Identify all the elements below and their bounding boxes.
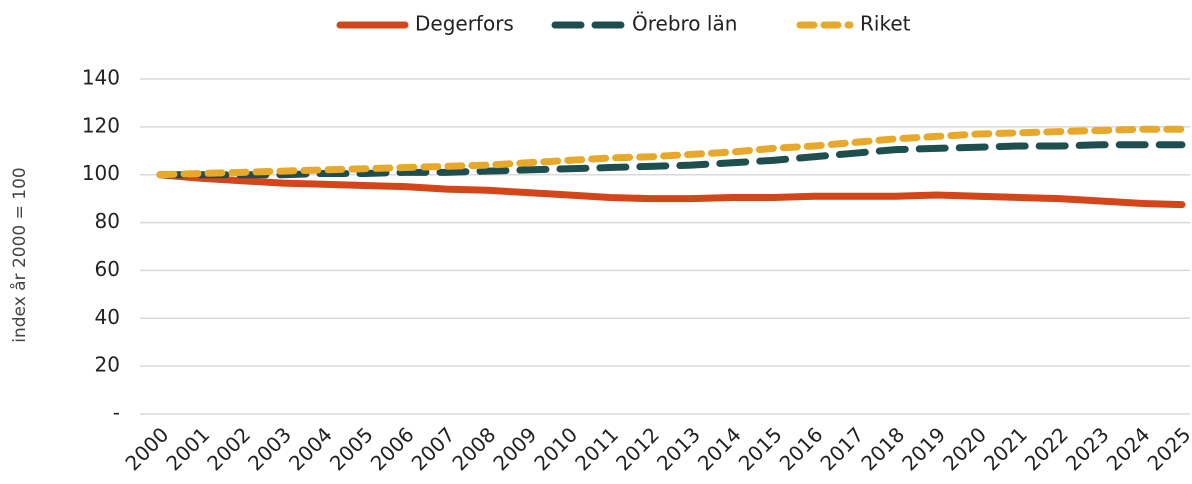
x-tick-label: 2021 bbox=[979, 422, 1032, 475]
data-line bbox=[156, 141, 1186, 179]
x-tick-label: 2000 bbox=[120, 422, 173, 475]
legend-label: Degerfors bbox=[415, 12, 514, 36]
y-tick-label: 20 bbox=[95, 353, 120, 377]
x-tick-label: 2023 bbox=[1061, 422, 1114, 475]
y-tick-label: 140 bbox=[82, 66, 120, 90]
x-tick-label: 2001 bbox=[161, 422, 214, 475]
y-tick-label: 60 bbox=[95, 257, 120, 281]
x-tick-label: 2017 bbox=[815, 422, 868, 475]
x-tick-label: 2011 bbox=[570, 422, 623, 475]
x-tick-label: 2005 bbox=[325, 422, 378, 475]
x-tick-label: 2006 bbox=[366, 422, 419, 475]
x-tick-label: 2024 bbox=[1102, 422, 1155, 475]
y-tick-label: 100 bbox=[82, 161, 120, 185]
x-tick-label: 2018 bbox=[856, 422, 909, 475]
x-tick-label: 2025 bbox=[1142, 422, 1192, 475]
x-tick-label: 2010 bbox=[529, 422, 582, 475]
x-tick-label: 2004 bbox=[284, 422, 337, 475]
y-tick-label: 80 bbox=[95, 209, 120, 233]
x-tick-label: 2020 bbox=[938, 422, 991, 475]
x-tick-label: 2009 bbox=[488, 422, 541, 475]
x-tick-label: 2002 bbox=[202, 422, 255, 475]
x-tick-label: 2022 bbox=[1020, 422, 1073, 475]
x-tick-label: 2013 bbox=[652, 422, 705, 475]
y-tick-label: - bbox=[113, 401, 120, 425]
data-line bbox=[156, 125, 1186, 179]
legend-label: Riket bbox=[860, 12, 911, 36]
x-tick-label: 2003 bbox=[243, 422, 296, 475]
legend-label: Örebro län bbox=[632, 12, 737, 36]
y-tick-label: 120 bbox=[82, 113, 120, 137]
x-tick-label: 2016 bbox=[775, 422, 828, 475]
x-tick-label: 2008 bbox=[447, 422, 500, 475]
x-tick-label: 2007 bbox=[407, 422, 460, 475]
y-axis-label: index år 2000 = 100 bbox=[9, 167, 30, 343]
x-tick-label: 2015 bbox=[734, 422, 787, 475]
y-tick-label: 40 bbox=[95, 305, 120, 329]
x-tick-label: 2012 bbox=[611, 422, 664, 475]
data-line bbox=[156, 171, 1186, 209]
x-tick-label: 2014 bbox=[693, 422, 746, 475]
x-tick-label: 2019 bbox=[897, 422, 950, 475]
